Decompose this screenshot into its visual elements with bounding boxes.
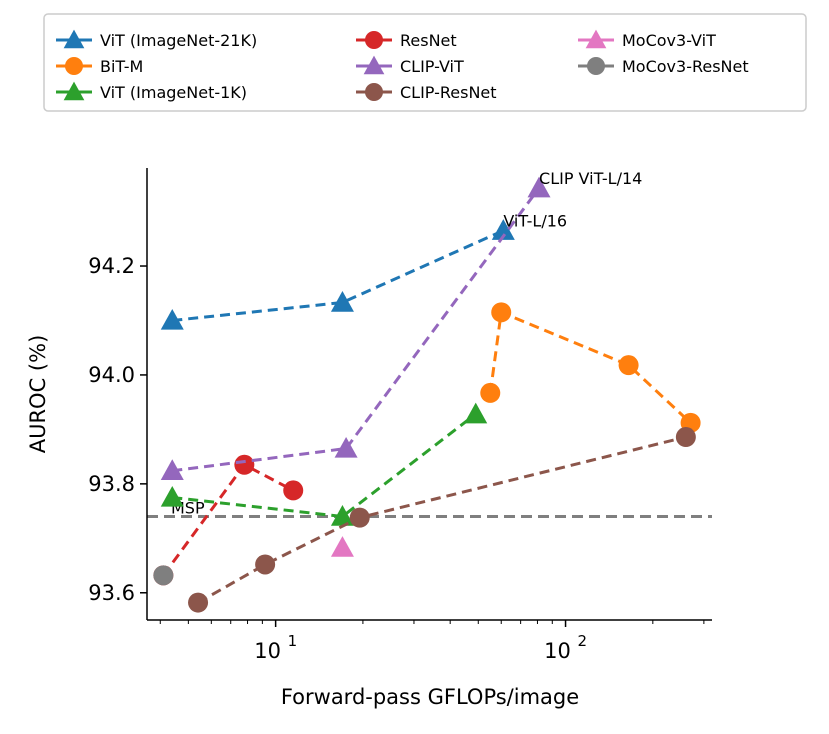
data-point (330, 536, 354, 557)
annotation-layer: CLIP ViT-L/14 ViT-L/16 (503, 169, 642, 230)
data-point (349, 507, 370, 528)
series-line (488, 310, 692, 424)
legend-label: ViT (ImageNet-21K) (100, 31, 257, 50)
y-axis-label: AUROC (%) (26, 335, 50, 454)
data-point (283, 480, 304, 501)
legend-marker (585, 29, 607, 49)
legend-item-mocov3-vit: MoCov3-ViT (578, 29, 716, 50)
series-layer (153, 176, 701, 613)
data-point (464, 402, 488, 424)
legend-label: MoCov3-ResNet (622, 57, 749, 76)
legend-marker (63, 29, 85, 49)
x-tick-exponent: 1 (288, 632, 298, 650)
y-tick-label: 94.2 (88, 254, 135, 278)
legend-marker (365, 31, 383, 49)
series-bit-m (480, 302, 701, 433)
data-point (234, 454, 255, 475)
legend-marker (63, 81, 85, 101)
legend-label: ResNet (400, 31, 457, 50)
baseline-layer: MSP (147, 499, 712, 519)
x-tick-label: 10 (544, 639, 571, 663)
series-clip-resnet (188, 427, 696, 613)
legend-item-clip-vit: CLIP-ViT (356, 55, 464, 76)
data-point (330, 505, 354, 526)
legend-marker (365, 83, 383, 101)
data-point (491, 302, 512, 323)
annotation-vit-l-16: ViT-L/16 (503, 212, 567, 231)
data-point (527, 176, 551, 198)
x-axis-label: Forward-pass GFLOPs/image (281, 685, 579, 709)
y-tick-label: 94.0 (88, 363, 135, 387)
x-tick-label: 10 (254, 639, 281, 663)
legend-label: CLIP-ResNet (400, 83, 497, 102)
data-point (160, 485, 184, 507)
data-point (160, 308, 184, 330)
data-point (334, 436, 358, 458)
data-point (675, 427, 696, 448)
series-line (172, 187, 541, 473)
legend-item-resnet: ResNet (356, 31, 457, 50)
series-vit-imagenet-21k (160, 219, 515, 330)
y-tick-label: 93.6 (88, 581, 135, 605)
x-tick-exponent: 2 (578, 632, 588, 650)
series-clip-vit (160, 176, 551, 480)
legend-item-bit-m: BiT-M (56, 57, 143, 76)
legend-label: MoCov3-ViT (622, 31, 716, 50)
legend-item-mocov3-resnet: MoCov3-ResNet (578, 57, 749, 76)
legend: ViT (ImageNet-21K) BiT-M ViT (ImageNet-1K)… (43, 13, 807, 112)
legend-label: BiT-M (100, 57, 143, 76)
data-point (330, 291, 354, 312)
series-mocov3-resnet (153, 565, 174, 586)
legend-marker (65, 57, 83, 75)
legend-label: CLIP-ViT (400, 57, 464, 76)
series-mocov3-vit (330, 536, 354, 557)
axes: 93.6 93.8 94.0 94.2 10 1 10 2 (88, 168, 712, 663)
data-point (480, 382, 501, 403)
data-point (160, 459, 184, 480)
legend-label: ViT (ImageNet-1K) (100, 83, 247, 102)
data-point (618, 355, 639, 376)
series-line (172, 229, 504, 322)
series-vit-imagenet-1k (160, 402, 488, 526)
legend-marker (587, 57, 605, 75)
data-point (491, 219, 515, 240)
legend-marker (363, 55, 385, 75)
data-point (188, 592, 209, 613)
data-point (255, 554, 276, 575)
series-line (197, 435, 687, 604)
y-tick-label: 93.8 (88, 472, 135, 496)
legend-item-vit-imagenet-21k: ViT (ImageNet-21K) (56, 29, 257, 50)
data-point (153, 565, 174, 586)
annotation-clip-vit-l-14: CLIP ViT-L/14 (539, 169, 642, 188)
legend-item-vit-imagenet-1k: ViT (ImageNet-1K) (56, 81, 247, 102)
series-line (172, 412, 477, 519)
legend-frame (43, 13, 807, 112)
legend-item-clip-resnet: CLIP-ResNet (356, 83, 497, 102)
